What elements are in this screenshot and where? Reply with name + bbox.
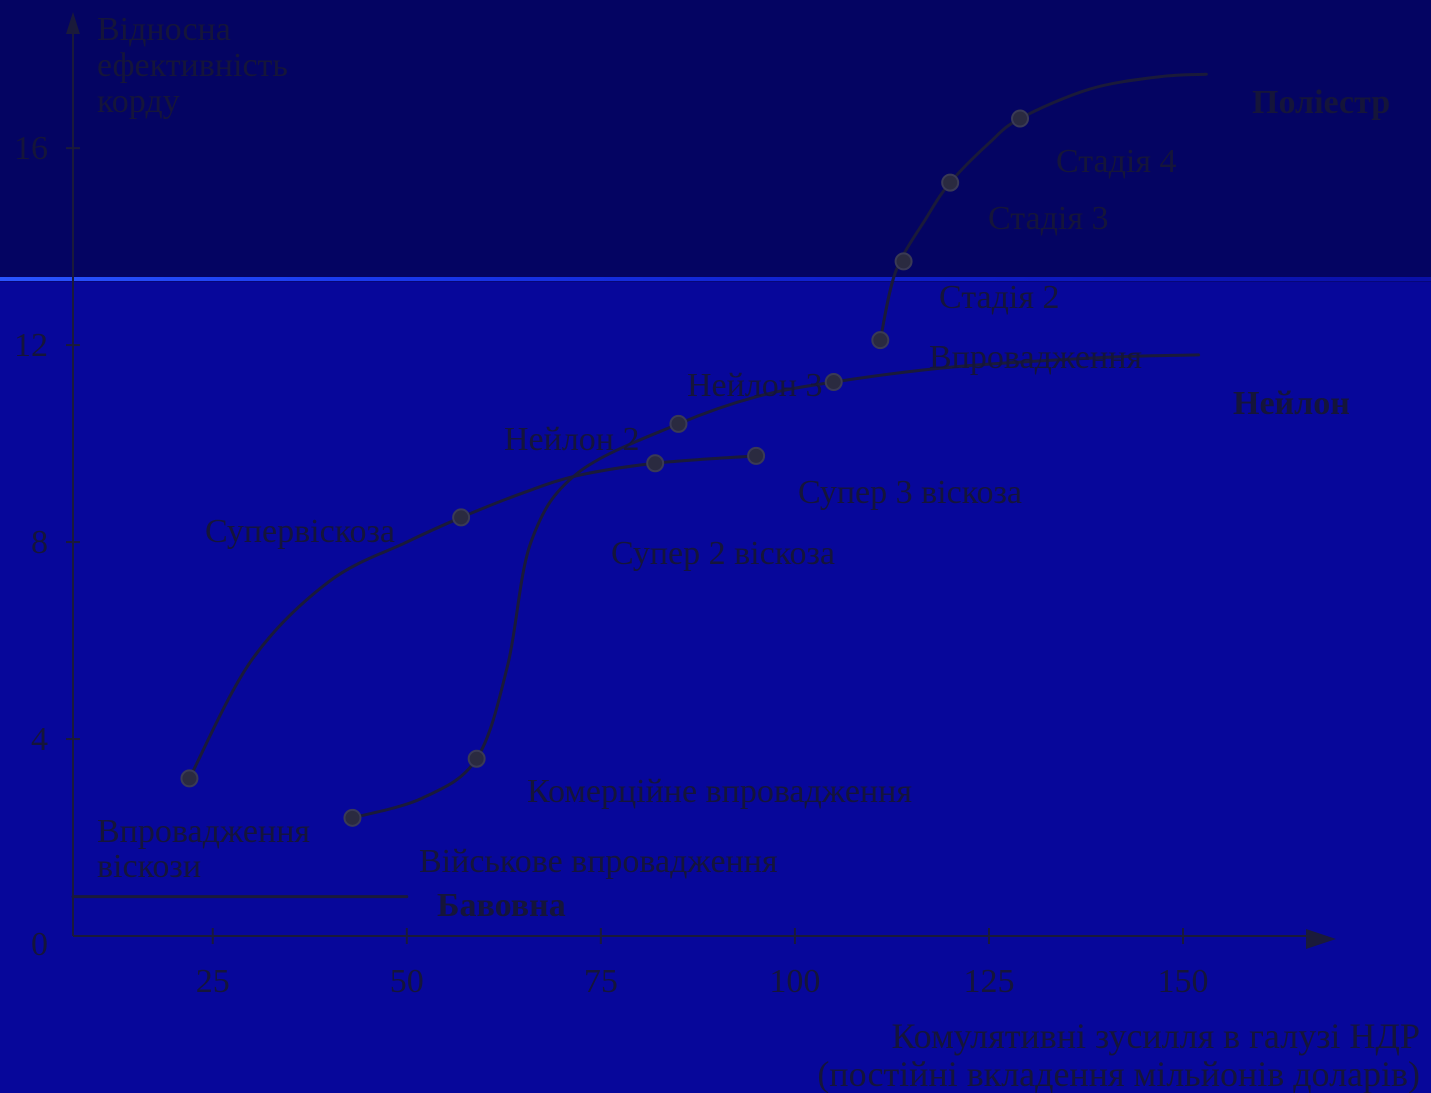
- point-label-polyester-intro: Впровадження: [929, 339, 1142, 376]
- polyester-point-stage4: [1011, 109, 1030, 128]
- x-axis-title: Комулятивні зусилля в галузі НДР: [891, 1016, 1420, 1056]
- x-tick-label: 100: [769, 963, 820, 1000]
- x-tick-label: 150: [1158, 963, 1209, 1000]
- viscose-point-intro: [180, 769, 199, 788]
- point-label-super2-viscose: Супер 2 віскоза: [611, 535, 835, 572]
- y-axis-title: Відносна: [97, 11, 231, 48]
- y-axis-title: корду: [97, 83, 180, 120]
- point-label-commercial-intro: Комерційне впровадження: [527, 773, 912, 810]
- point-label-stage4: Стадія 4: [1056, 143, 1176, 180]
- point-label-viscose-intro-line1: Впровадження: [97, 813, 310, 850]
- viscose-point-super: [452, 508, 471, 527]
- nylon-point-commercial: [467, 749, 486, 768]
- x-axis-title: (постійні вкладення мільйонів доларів): [817, 1054, 1420, 1093]
- point-label-super3-viscose: Супер 3 віскоза: [798, 474, 1022, 511]
- point-label-stage3: Стадія 3: [988, 200, 1108, 237]
- point-label-stage2: Стадія 2: [939, 279, 1059, 316]
- background-top-band: [0, 0, 1431, 278]
- y-axis-arrowhead: [66, 12, 80, 34]
- nylon-curve: [350, 353, 1201, 820]
- x-tick-label: 125: [963, 963, 1014, 1000]
- background-divider-line: [0, 277, 1431, 281]
- nylon-point-2: [669, 414, 688, 433]
- series-label-nylon: Нейлон: [1233, 385, 1350, 422]
- point-label-nylon3: Нейлон 3: [687, 367, 823, 404]
- series-label-cotton: Бавовна: [437, 887, 566, 924]
- point-label-superviscose: Супервіскоза: [205, 513, 395, 550]
- x-tick-label: 50: [390, 963, 424, 1000]
- axes-group: [66, 12, 1336, 949]
- x-tick-label: 75: [584, 963, 618, 1000]
- viscose-point-super3: [747, 446, 766, 465]
- ticks-group: 25 50 75 100 125 150 0 4 8 12 16: [14, 130, 1209, 1000]
- y-tick-label: 12: [14, 327, 48, 364]
- point-label-viscose-intro-line2: віскози: [97, 848, 201, 885]
- points-group: [180, 109, 1030, 827]
- point-label-military-intro: Військове впровадження: [419, 843, 778, 880]
- nylon-point-3: [824, 373, 843, 392]
- x-tick-label: 25: [196, 963, 230, 1000]
- y-tick-label: 16: [14, 130, 48, 167]
- polyester-point-stage2: [894, 252, 913, 271]
- polyester-point-intro: [871, 331, 890, 350]
- polyester-point-stage3: [941, 173, 960, 192]
- y-tick-label: 0: [31, 926, 48, 963]
- nylon-point-military: [343, 808, 362, 827]
- x-axis-arrowhead: [1306, 929, 1336, 949]
- y-tick-label: 8: [31, 524, 48, 561]
- y-axis-title: ефективність: [97, 47, 288, 84]
- point-label-nylon2: Нейлон 2: [504, 421, 640, 458]
- y-tick-label: 4: [31, 721, 48, 758]
- viscose-curve: [187, 454, 758, 780]
- series-label-polyester: Поліестр: [1252, 84, 1390, 121]
- viscose-point-super2: [646, 454, 665, 473]
- background-bottom-band: [0, 282, 1431, 1093]
